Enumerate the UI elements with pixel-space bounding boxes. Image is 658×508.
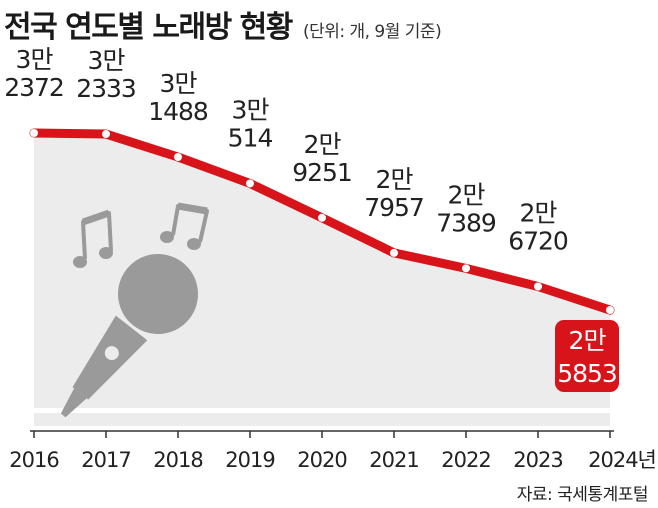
x-tick-label: 2018 — [153, 448, 202, 472]
data-point — [606, 306, 614, 315]
area-fill — [34, 133, 610, 408]
data-label: 2만 — [569, 326, 607, 355]
data-point — [534, 282, 542, 291]
data-label: 1488 — [148, 97, 208, 126]
area-base-strip — [34, 408, 610, 413]
x-tick-label: 2020 — [297, 448, 346, 472]
data-label: 2만 — [520, 199, 558, 228]
data-point — [30, 129, 38, 137]
x-tick-label: 2021 — [369, 448, 418, 472]
music-note-icon — [160, 202, 209, 250]
icon-layer — [60, 202, 209, 418]
data-label: 2만 — [376, 165, 414, 194]
x-tick-label: 2019 — [225, 448, 274, 472]
data-label: 5853 — [557, 359, 617, 388]
title-row: 전국 연도별 노래방 현황 (단위: 개, 9월 기준) — [4, 2, 442, 46]
data-label: 2만 — [304, 130, 342, 159]
x-tick-label: 2023 — [513, 448, 562, 472]
data-point — [462, 264, 470, 273]
chart-title: 전국 연도별 노래방 현황 — [4, 10, 293, 45]
data-label: 2만 — [448, 180, 486, 209]
x-tick-label: 2022 — [441, 448, 490, 472]
unit-note: (단위: 개, 9월 기준) — [302, 22, 442, 42]
area-bottom-band — [34, 413, 610, 426]
data-label: 2333 — [76, 74, 136, 103]
data-point — [390, 248, 398, 257]
data-label: 3만 — [160, 69, 198, 98]
source-note: 자료: 국세통계포털 — [516, 485, 649, 505]
axis-layer: 2016 2017 2018 2019 2020 2021 2022 2023 2024년 — [9, 430, 657, 472]
data-label: 7389 — [436, 208, 496, 237]
area-layer — [34, 133, 610, 426]
data-point — [174, 153, 182, 162]
data-label: 2372 — [4, 73, 64, 102]
data-label: 3만 — [16, 45, 54, 74]
data-label: 7957 — [364, 193, 424, 222]
x-tick-label: 2016 — [9, 448, 59, 472]
data-point — [318, 213, 326, 222]
data-label: 514 — [228, 123, 273, 152]
highlight-label-box — [555, 320, 619, 392]
data-label: 9251 — [292, 158, 352, 187]
data-label: 3만 — [88, 46, 126, 75]
line-layer — [29, 128, 615, 315]
x-tick-label: 2017 — [81, 448, 130, 472]
data-point — [102, 130, 110, 139]
data-label: 6720 — [508, 227, 568, 256]
data-point — [246, 179, 254, 188]
x-tick-label: 2024년 — [588, 448, 656, 472]
music-note-icon — [73, 209, 113, 268]
data-label: 3만 — [232, 95, 270, 124]
microphone-icon — [60, 254, 198, 418]
